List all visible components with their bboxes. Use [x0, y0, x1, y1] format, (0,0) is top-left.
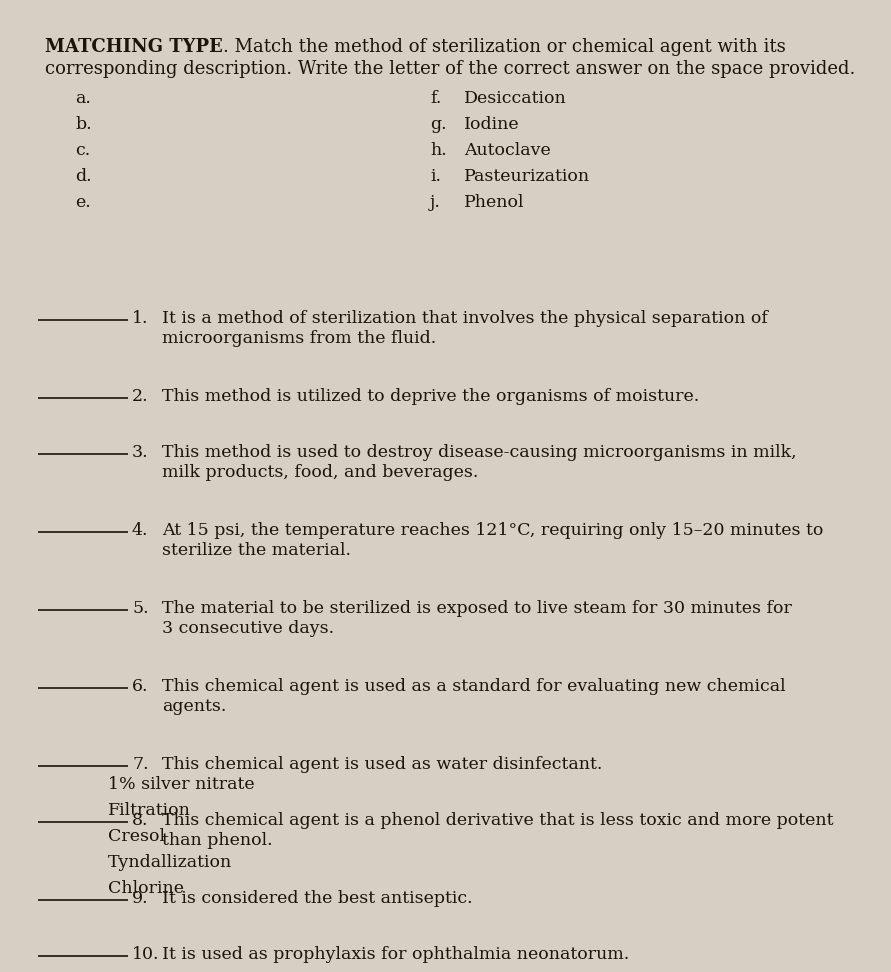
Text: Pasteurization: Pasteurization [464, 168, 590, 185]
Text: d.: d. [75, 168, 92, 185]
Text: corresponding description. Write the letter of the correct answer on the space p: corresponding description. Write the let… [45, 60, 855, 78]
Text: Filtration: Filtration [108, 802, 191, 819]
Text: 2.: 2. [132, 388, 149, 405]
Text: 3 consecutive days.: 3 consecutive days. [162, 620, 334, 637]
Text: Tyndallization: Tyndallization [108, 854, 233, 871]
Text: This chemical agent is used as a standard for evaluating new chemical: This chemical agent is used as a standar… [162, 678, 786, 695]
Text: Desiccation: Desiccation [464, 90, 567, 107]
Text: 6.: 6. [132, 678, 149, 695]
Text: f.: f. [430, 90, 441, 107]
Text: milk products, food, and beverages.: milk products, food, and beverages. [162, 464, 478, 481]
Text: This method is utilized to deprive the organisms of moisture.: This method is utilized to deprive the o… [162, 388, 699, 405]
Text: h.: h. [430, 142, 446, 159]
Text: Chlorine: Chlorine [108, 880, 184, 897]
Text: microorganisms from the fluid.: microorganisms from the fluid. [162, 330, 437, 347]
Text: 1% silver nitrate: 1% silver nitrate [108, 776, 255, 793]
Text: MATCHING TYPE: MATCHING TYPE [45, 38, 223, 56]
Text: Autoclave: Autoclave [464, 142, 551, 159]
Text: c.: c. [75, 142, 90, 159]
Text: 8.: 8. [132, 812, 149, 829]
Text: It is considered the best antiseptic.: It is considered the best antiseptic. [162, 890, 472, 907]
Text: i.: i. [430, 168, 441, 185]
Text: It is a method of sterilization that involves the physical separation of: It is a method of sterilization that inv… [162, 310, 768, 327]
Text: 10.: 10. [132, 946, 159, 963]
Text: This chemical agent is a phenol derivative that is less toxic and more potent: This chemical agent is a phenol derivati… [162, 812, 833, 829]
Text: 5.: 5. [132, 600, 149, 617]
Text: agents.: agents. [162, 698, 226, 715]
Text: sterilize the material.: sterilize the material. [162, 542, 351, 559]
Text: At 15 psi, the temperature reaches 121°C, requiring only 15–20 minutes to: At 15 psi, the temperature reaches 121°C… [162, 522, 823, 539]
Text: This method is used to destroy disease-causing microorganisms in milk,: This method is used to destroy disease-c… [162, 444, 797, 461]
Text: g.: g. [430, 116, 446, 133]
Text: It is used as prophylaxis for ophthalmia neonatorum.: It is used as prophylaxis for ophthalmia… [162, 946, 629, 963]
Text: . Match the method of sterilization or chemical agent with its: . Match the method of sterilization or c… [223, 38, 786, 56]
Text: 4.: 4. [132, 522, 149, 539]
Text: than phenol.: than phenol. [162, 832, 273, 849]
Text: j.: j. [430, 194, 441, 211]
Text: e.: e. [75, 194, 91, 211]
Text: 3.: 3. [132, 444, 149, 461]
Text: Phenol: Phenol [464, 194, 525, 211]
Text: 7.: 7. [132, 756, 149, 773]
Text: a.: a. [75, 90, 91, 107]
Text: The material to be sterilized is exposed to live steam for 30 minutes for: The material to be sterilized is exposed… [162, 600, 792, 617]
Text: b.: b. [75, 116, 92, 133]
Text: 9.: 9. [132, 890, 149, 907]
Text: Iodine: Iodine [464, 116, 519, 133]
Text: 1.: 1. [132, 310, 149, 327]
Text: This chemical agent is used as water disinfectant.: This chemical agent is used as water dis… [162, 756, 602, 773]
Text: Cresol: Cresol [108, 828, 165, 845]
